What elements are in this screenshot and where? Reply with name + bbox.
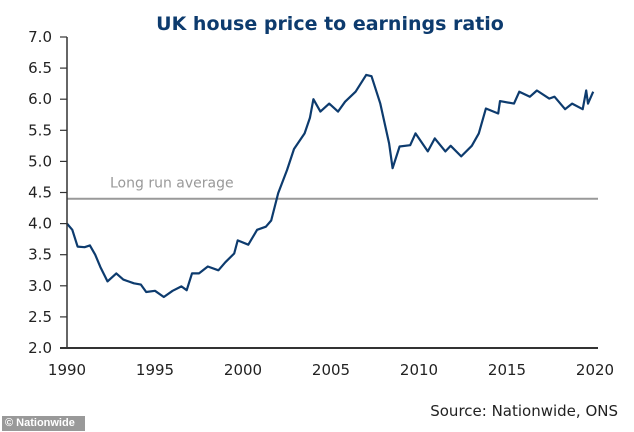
chart-title: UK house price to earnings ratio xyxy=(156,13,504,35)
y-tick-label: 5.0 xyxy=(28,152,52,170)
y-tick-label: 2.0 xyxy=(28,339,52,357)
y-tick-label: 3.5 xyxy=(28,246,52,264)
x-tick-label: 1990 xyxy=(48,361,86,379)
y-tick-label: 7.0 xyxy=(28,28,52,46)
y-tick-label: 3.0 xyxy=(28,277,52,295)
y-tick-label: 5.5 xyxy=(28,121,52,139)
y-tick-label: 4.0 xyxy=(28,215,52,233)
y-tick-label: 2.5 xyxy=(28,308,52,326)
x-tick-label: 2000 xyxy=(224,361,262,379)
source-note: Source: Nationwide, ONS xyxy=(430,402,618,420)
y-tick-label: 6.5 xyxy=(28,59,52,77)
x-tick-label: 2020 xyxy=(576,361,614,379)
y-tick-label: 6.0 xyxy=(28,90,52,108)
watermark: © Nationwide xyxy=(2,416,85,431)
x-tick-label: 2015 xyxy=(488,361,526,379)
y-tick-label: 4.5 xyxy=(28,184,52,202)
series-line xyxy=(66,73,595,299)
x-tick-label: 2005 xyxy=(312,361,350,379)
long-run-average-label: Long run average xyxy=(110,176,234,192)
x-tick-label: 2010 xyxy=(400,361,438,379)
x-tick-label: 1995 xyxy=(136,361,174,379)
